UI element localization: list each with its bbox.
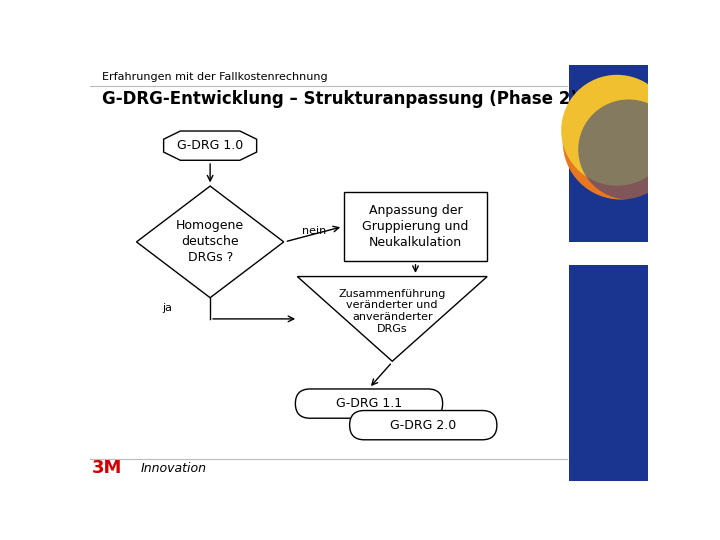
Text: Anpassung der
Gruppierung und
Neukalkulation: Anpassung der Gruppierung und Neukalkula…	[362, 204, 469, 249]
Bar	[344, 192, 487, 261]
Text: Zusammenführung
veränderter und
anveränderter
DRGs: Zusammenführung veränderter und anveränd…	[338, 289, 446, 334]
Text: Innovation: Innovation	[140, 462, 207, 475]
Circle shape	[578, 99, 679, 200]
Bar	[569, 65, 648, 242]
Text: G-DRG 2.0: G-DRG 2.0	[390, 418, 456, 431]
Text: G-DRG-Entwicklung – Strukturanpassung (Phase 2): G-DRG-Entwicklung – Strukturanpassung (P…	[102, 90, 577, 109]
Polygon shape	[297, 276, 487, 361]
Circle shape	[561, 75, 672, 186]
FancyBboxPatch shape	[350, 410, 497, 440]
Text: Homogene
deutsche
DRGs ?: Homogene deutsche DRGs ?	[176, 219, 244, 265]
Bar	[569, 65, 648, 481]
Text: 3M: 3M	[92, 460, 122, 477]
Circle shape	[563, 84, 679, 200]
FancyBboxPatch shape	[295, 389, 443, 418]
Text: G-DRG 1.1: G-DRG 1.1	[336, 397, 402, 410]
Text: nein: nein	[302, 226, 326, 236]
Polygon shape	[137, 186, 284, 298]
Text: G-DRG 1.0: G-DRG 1.0	[177, 139, 243, 152]
Bar	[569, 65, 648, 265]
Polygon shape	[163, 131, 256, 160]
Text: ja: ja	[163, 303, 173, 313]
Text: Erfahrungen mit der Fallkostenrechnung: Erfahrungen mit der Fallkostenrechnung	[102, 72, 328, 82]
